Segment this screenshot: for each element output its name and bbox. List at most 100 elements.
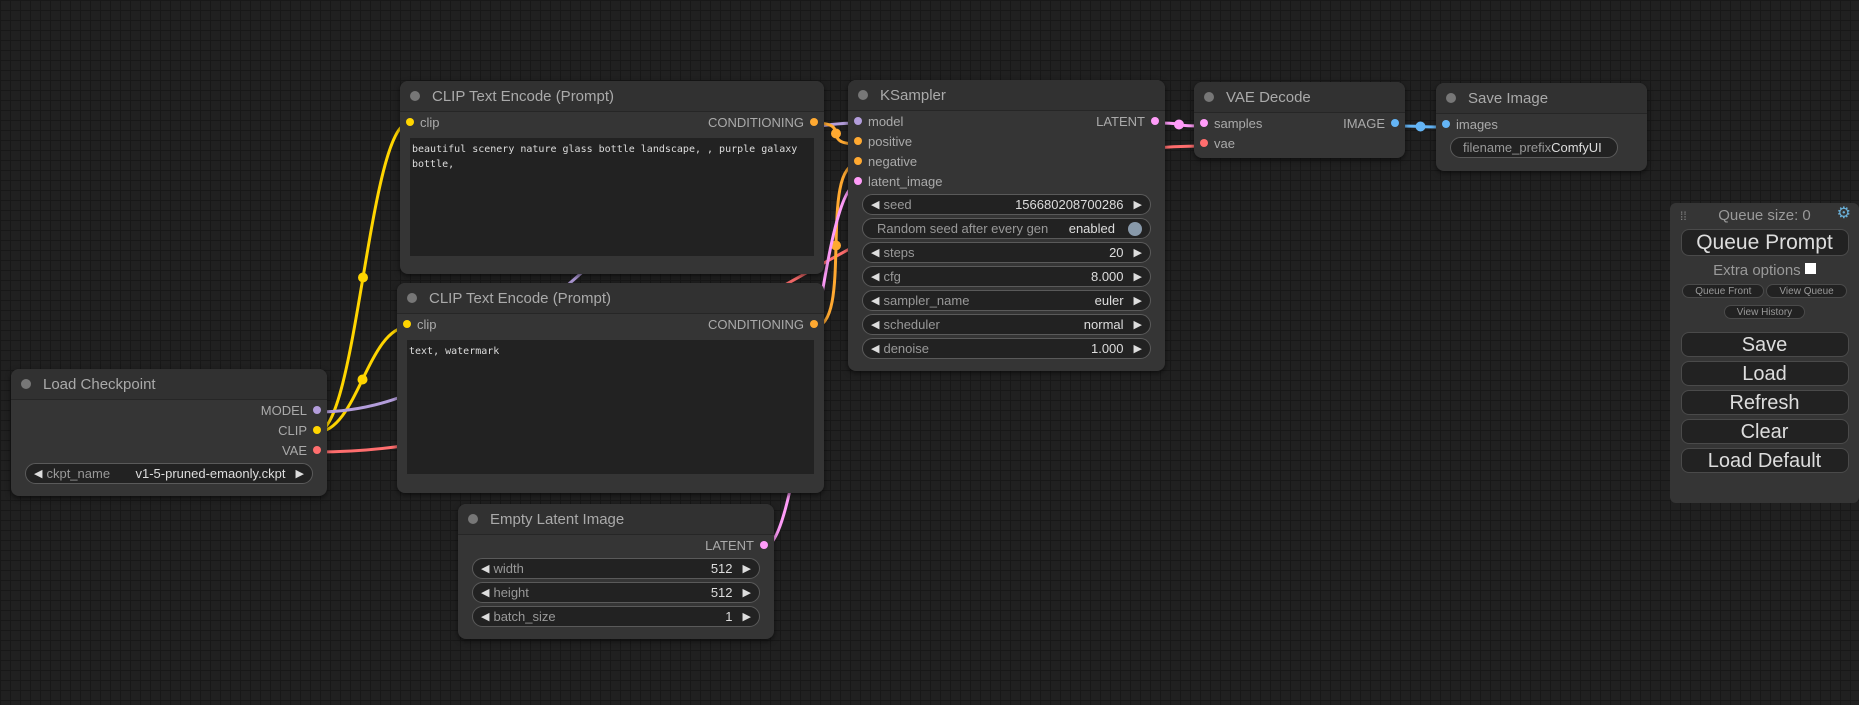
drag-handle-icon[interactable]: ⁞⁞ [1680, 209, 1687, 223]
vae-input-dot-icon[interactable] [1200, 139, 1208, 147]
node-collapse-dot-icon[interactable] [407, 293, 417, 303]
input-slot-latent_image[interactable]: latent_image [848, 171, 942, 191]
decrement-arrow-icon[interactable]: ◀ [871, 343, 880, 355]
widget-denoise[interactable]: ◀ denoise 1.000 ▶ [862, 338, 1151, 359]
wire-midpoint-icon[interactable] [1415, 121, 1426, 132]
load-default-button[interactable]: Load Default [1680, 448, 1849, 473]
increment-arrow-icon[interactable]: ▶ [295, 468, 304, 480]
view-history-button[interactable]: View History [1723, 305, 1806, 319]
input-slot-images[interactable]: images [1436, 114, 1498, 134]
output-slot-image[interactable]: IMAGE [1343, 113, 1405, 133]
widget-value[interactable]: 1.000 [1090, 341, 1124, 356]
increment-arrow-icon[interactable]: ▶ [742, 611, 751, 623]
output-slot-clip[interactable]: CLIP [278, 420, 327, 440]
wire-midpoint-icon[interactable] [831, 128, 841, 139]
latent-input-dot-icon[interactable] [1200, 119, 1208, 127]
increment-arrow-icon[interactable]: ▶ [1133, 295, 1142, 307]
output-slot-latent[interactable]: LATENT [705, 535, 774, 555]
output-slot-latent[interactable]: LATENT [1096, 111, 1165, 131]
widget-value[interactable]: 156680208700286 [1015, 197, 1124, 212]
widget-value[interactable]: ComfyUI [1551, 140, 1602, 155]
node-clip-text-encode-positive[interactable]: CLIP Text Encode (Prompt) clip CONDITIONIN… [400, 81, 824, 274]
node-title-bar[interactable]: CLIP Text Encode (Prompt) [397, 283, 824, 314]
input-slot-clip[interactable]: clip [400, 112, 440, 132]
widget-batch-size[interactable]: ◀ batch_size 1 ▶ [472, 606, 760, 627]
prompt-textarea[interactable]: text, watermark [407, 340, 814, 474]
node-collapse-dot-icon[interactable] [858, 90, 868, 100]
model-output-dot-icon[interactable] [313, 406, 321, 414]
widget-height[interactable]: ◀ height 512 ▶ [472, 582, 760, 603]
decrement-arrow-icon[interactable]: ◀ [871, 247, 880, 259]
save-button[interactable]: Save [1680, 332, 1849, 357]
widget-ckpt-name[interactable]: ◀ ckpt_name v1-5-pruned-emaonly.ckpt ▶ [25, 463, 313, 484]
conditioning-input-dot-icon[interactable] [854, 157, 862, 165]
image-input-dot-icon[interactable] [1442, 120, 1450, 128]
node-ksampler[interactable]: KSampler model LATENT positive negative laten… [848, 80, 1165, 371]
widget-value[interactable]: 8.000 [1090, 269, 1124, 284]
model-input-dot-icon[interactable] [854, 117, 862, 125]
node-title-bar[interactable]: VAE Decode [1194, 82, 1405, 113]
node-collapse-dot-icon[interactable] [1446, 93, 1456, 103]
node-title-bar[interactable]: KSampler [848, 80, 1165, 111]
conditioning-input-dot-icon[interactable] [854, 137, 862, 145]
settings-gear-icon[interactable]: ⚙ [1836, 205, 1851, 222]
input-slot-vae[interactable]: vae [1194, 133, 1235, 153]
widget-seed[interactable]: ◀ seed 156680208700286 ▶ [862, 194, 1151, 215]
view-queue-button[interactable]: View Queue [1766, 284, 1847, 298]
increment-arrow-icon[interactable]: ▶ [1133, 319, 1142, 331]
widget-value[interactable]: 512 [710, 585, 733, 600]
input-slot-negative[interactable]: negative [848, 151, 917, 171]
node-title-bar[interactable]: Save Image [1436, 83, 1647, 114]
latent-input-dot-icon[interactable] [854, 177, 862, 185]
widget-value[interactable]: 512 [710, 561, 733, 576]
wire-midpoint-icon[interactable] [831, 240, 841, 251]
input-slot-samples[interactable]: samples [1194, 113, 1262, 133]
increment-arrow-icon[interactable]: ▶ [742, 587, 751, 599]
node-clip-text-encode-negative[interactable]: CLIP Text Encode (Prompt) clip CONDITIONIN… [397, 283, 824, 493]
conditioning-output-dot-icon[interactable] [810, 118, 818, 126]
latent-output-dot-icon[interactable] [1151, 117, 1159, 125]
widget-cfg[interactable]: ◀ cfg 8.000 ▶ [862, 266, 1151, 287]
refresh-button[interactable]: Refresh [1680, 390, 1849, 415]
node-save-image[interactable]: Save Image images filename_prefix ComfyUI [1436, 83, 1647, 171]
widget-value[interactable]: 20 [1109, 245, 1124, 260]
increment-arrow-icon[interactable]: ▶ [1133, 271, 1142, 283]
wire-midpoint-icon[interactable] [1174, 119, 1184, 130]
decrement-arrow-icon[interactable]: ◀ [34, 468, 43, 480]
increment-arrow-icon[interactable]: ▶ [1133, 343, 1142, 355]
decrement-arrow-icon[interactable]: ◀ [871, 319, 880, 331]
clip-input-dot-icon[interactable] [403, 320, 411, 328]
node-load-checkpoint[interactable]: Load Checkpoint MODEL CLIP VAE ◀ ckpt_name v1-… [11, 369, 327, 496]
input-slot-model[interactable]: model [848, 111, 903, 131]
node-empty-latent-image[interactable]: Empty Latent Image LATENT ◀ width 512 ▶ ◀ heigh… [458, 504, 774, 639]
node-collapse-dot-icon[interactable] [410, 91, 420, 101]
output-slot-conditioning[interactable]: CONDITIONING [708, 314, 824, 334]
input-slot-clip[interactable]: clip [397, 314, 437, 334]
input-slot-positive[interactable]: positive [848, 131, 912, 151]
clip-input-dot-icon[interactable] [406, 118, 414, 126]
increment-arrow-icon[interactable]: ▶ [1133, 199, 1142, 211]
widget-value[interactable]: euler [1094, 293, 1124, 308]
increment-arrow-icon[interactable]: ▶ [742, 563, 751, 575]
decrement-arrow-icon[interactable]: ◀ [871, 271, 880, 283]
increment-arrow-icon[interactable]: ▶ [1133, 247, 1142, 259]
node-title-bar[interactable]: Empty Latent Image [458, 504, 774, 535]
output-slot-model[interactable]: MODEL [261, 400, 327, 420]
widget-steps[interactable]: ◀ steps 20 ▶ [862, 242, 1151, 263]
node-collapse-dot-icon[interactable] [21, 379, 31, 389]
decrement-arrow-icon[interactable]: ◀ [481, 587, 490, 599]
conditioning-output-dot-icon[interactable] [810, 320, 818, 328]
decrement-arrow-icon[interactable]: ◀ [481, 611, 490, 623]
widget-random-seed-after-every-gen[interactable]: Random seed after every gen enabled [862, 218, 1151, 239]
decrement-arrow-icon[interactable]: ◀ [871, 199, 880, 211]
queue-front-button[interactable]: Queue Front [1682, 284, 1765, 298]
widget-filename-prefix[interactable]: filename_prefix ComfyUI [1450, 137, 1618, 158]
widget-value[interactable]: normal [1083, 317, 1124, 332]
widget-sampler-name[interactable]: ◀ sampler_name euler ▶ [862, 290, 1151, 311]
clear-button[interactable]: Clear [1680, 419, 1849, 444]
vae-output-dot-icon[interactable] [313, 446, 321, 454]
load-button[interactable]: Load [1680, 361, 1849, 386]
wire-midpoint-icon[interactable] [357, 374, 368, 385]
widget-scheduler[interactable]: ◀ scheduler normal ▶ [862, 314, 1151, 335]
widget-value[interactable]: 1 [725, 609, 733, 624]
